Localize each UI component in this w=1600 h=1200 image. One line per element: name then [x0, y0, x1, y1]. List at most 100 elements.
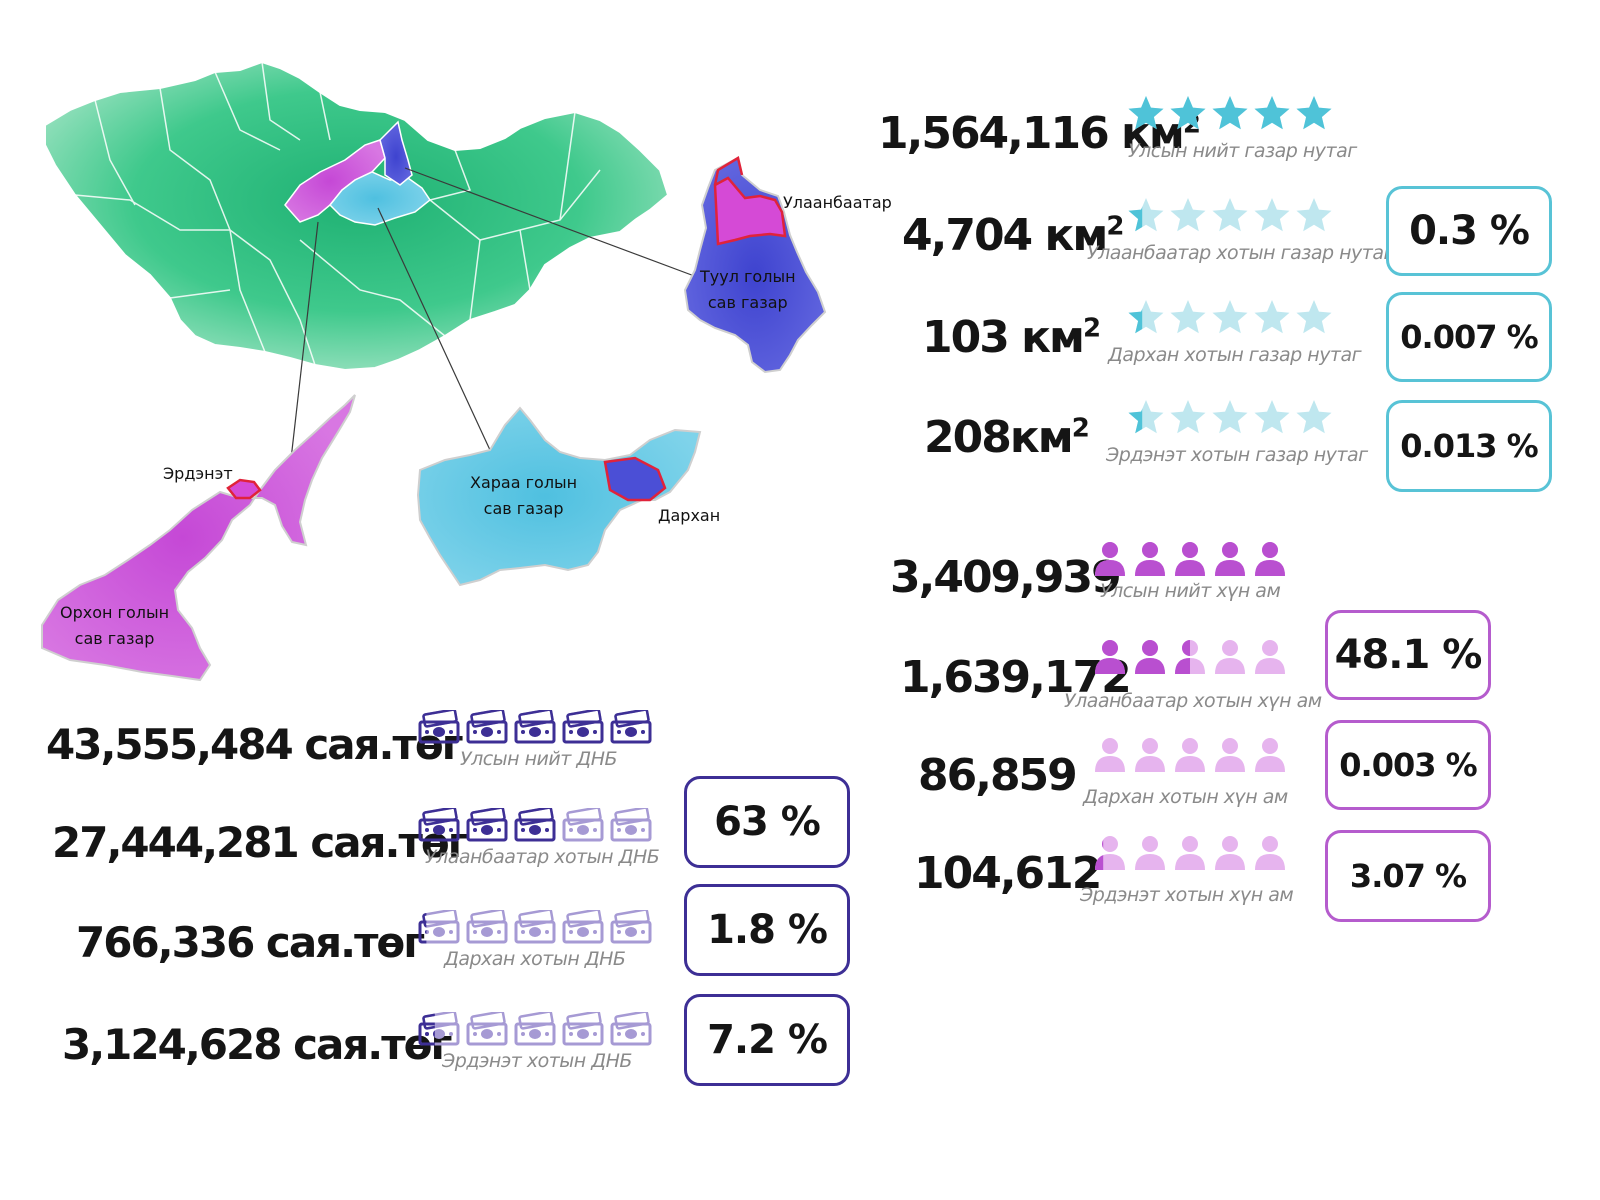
- banknote-icon: [466, 808, 508, 842]
- banknote-icon: [466, 1012, 508, 1046]
- kharaa-basin-large: [416, 406, 702, 587]
- banknote-icon: [466, 710, 508, 744]
- banknote-icon: [562, 1012, 604, 1046]
- area-national-stars: [1127, 94, 1333, 132]
- kharaa-basin-small: [328, 171, 432, 226]
- person-icon: [1095, 640, 1125, 674]
- star-icon: [1212, 300, 1248, 334]
- kharaa-basin-label-line1: Хараа голын: [470, 473, 578, 492]
- star-icon: [1296, 198, 1332, 232]
- banknote-icon: [610, 710, 652, 744]
- banknote-icon: [610, 910, 652, 944]
- population-darkhan-percent-box: 0.003 %: [1325, 720, 1491, 810]
- star-icon: [1254, 198, 1290, 232]
- star-icon: [1128, 198, 1164, 232]
- person-icon: [1175, 542, 1205, 576]
- star-icon: [1170, 96, 1206, 130]
- star-icon: [1296, 96, 1332, 130]
- gdp-darkhan-bills: [418, 910, 652, 944]
- star-icon: [1128, 400, 1164, 434]
- person-icon: [1095, 836, 1125, 870]
- gdp-erdenet-value: 3,124,628 сая.төг: [62, 1020, 452, 1069]
- area-ulaanbaatar-caption: Улаанбаатар хотын газар нутаг: [1087, 242, 1393, 264]
- darkhan-map-label: Дархан: [658, 506, 721, 525]
- area-darkhan-value: 103 км2: [922, 312, 1101, 363]
- population-ulaanbaatar-people: [1093, 638, 1287, 674]
- area-erdenet-percent-box: 0.013 %: [1386, 400, 1552, 492]
- person-icon: [1135, 640, 1165, 674]
- gdp-darkhan-value: 766,336 сая.төг: [76, 918, 425, 967]
- banknote-icon: [418, 710, 460, 744]
- gdp-erdenet-bills: [418, 1012, 652, 1046]
- gdp-ulaanbaatar-bills: [418, 808, 652, 842]
- tuul-basin-small: [379, 120, 413, 186]
- area-darkhan-caption: Дархан хотын газар нутаг: [1108, 344, 1362, 366]
- gdp-darkhan-percent-box: 1.8 %: [684, 884, 850, 976]
- area-ulaanbaatar-value: 4,704 км2: [902, 210, 1124, 261]
- gdp-ulaanbaatar-percent-box: 63 %: [684, 776, 850, 868]
- population-darkhan-people: [1093, 736, 1287, 772]
- orkhon-basin-large: [41, 394, 356, 682]
- person-icon: [1215, 542, 1245, 576]
- star-icon: [1212, 96, 1248, 130]
- gdp-ulaanbaatar-value: 27,444,281 сая.төг: [52, 818, 470, 867]
- ulaanbaatar-map-label: Улаанбаатар: [783, 193, 892, 212]
- gdp-national-value: 43,555,484 сая.төг: [46, 720, 464, 769]
- person-icon: [1135, 836, 1165, 870]
- banknote-icon: [514, 1012, 556, 1046]
- province-borders: [74, 61, 601, 366]
- banknote-icon: [562, 910, 604, 944]
- banknote-icon: [418, 910, 460, 944]
- area-erdenet-value: 208км2: [924, 412, 1090, 463]
- erdenet-area: [226, 478, 262, 500]
- banknote-icon: [514, 808, 556, 842]
- darkhan-area: [603, 456, 667, 502]
- area-darkhan-stars: [1127, 298, 1333, 336]
- tuul-top-sliver: [713, 156, 744, 186]
- tuul-basin-label: Туул голын сав газар: [700, 264, 796, 316]
- kharaa-basin-label-line2: сав газар: [483, 499, 564, 518]
- connector-lines: [289, 167, 706, 469]
- person-icon: [1135, 738, 1165, 772]
- star-icon: [1170, 300, 1206, 334]
- orkhon-basin-label-line2: сав газар: [74, 629, 155, 648]
- banknote-icon: [514, 710, 556, 744]
- banknote-icon: [610, 808, 652, 842]
- tuul-basin-label-line2: сав газар: [707, 293, 788, 312]
- person-icon: [1175, 738, 1205, 772]
- star-icon: [1296, 400, 1332, 434]
- tuul-basin-label-line1: Туул голын: [700, 267, 796, 286]
- star-icon: [1170, 400, 1206, 434]
- banknote-icon: [418, 1012, 460, 1046]
- person-icon: [1215, 738, 1245, 772]
- star-icon: [1254, 300, 1290, 334]
- star-icon: [1254, 400, 1290, 434]
- gdp-darkhan-caption: Дархан хотын ДНБ: [444, 948, 626, 970]
- star-icon: [1296, 300, 1332, 334]
- area-erdenet-stars: [1127, 398, 1333, 436]
- population-ulaanbaatar-value: 1,639,172: [900, 652, 1132, 703]
- person-icon: [1255, 640, 1285, 674]
- banknote-icon: [466, 910, 508, 944]
- star-icon: [1254, 96, 1290, 130]
- gdp-national-caption: Улсын нийт ДНБ: [460, 748, 618, 770]
- orkhon-basin-small: [284, 139, 386, 223]
- ulaanbaatar-area: [713, 176, 787, 246]
- person-icon: [1255, 542, 1285, 576]
- population-erdenet-percent-box: 3.07 %: [1325, 830, 1491, 922]
- area-national-value: 1,564,116 км2: [878, 108, 1201, 159]
- star-icon: [1128, 96, 1164, 130]
- banknote-icon: [514, 910, 556, 944]
- population-national-value: 3,409,939: [890, 552, 1122, 603]
- person-icon: [1135, 542, 1165, 576]
- area-ulaanbaatar-percent-box: 0.3 %: [1386, 186, 1552, 276]
- person-icon: [1095, 542, 1125, 576]
- gdp-ulaanbaatar-caption: Улаанбаатар хотын ДНБ: [425, 846, 660, 868]
- person-icon: [1095, 738, 1125, 772]
- banknote-icon: [610, 1012, 652, 1046]
- area-national-caption: Улсын нийт газар нутаг: [1128, 140, 1357, 162]
- star-icon: [1212, 198, 1248, 232]
- star-icon: [1170, 198, 1206, 232]
- area-darkhan-percent-box: 0.007 %: [1386, 292, 1552, 382]
- population-national-caption: Улсын нийт хүн ам: [1100, 580, 1281, 602]
